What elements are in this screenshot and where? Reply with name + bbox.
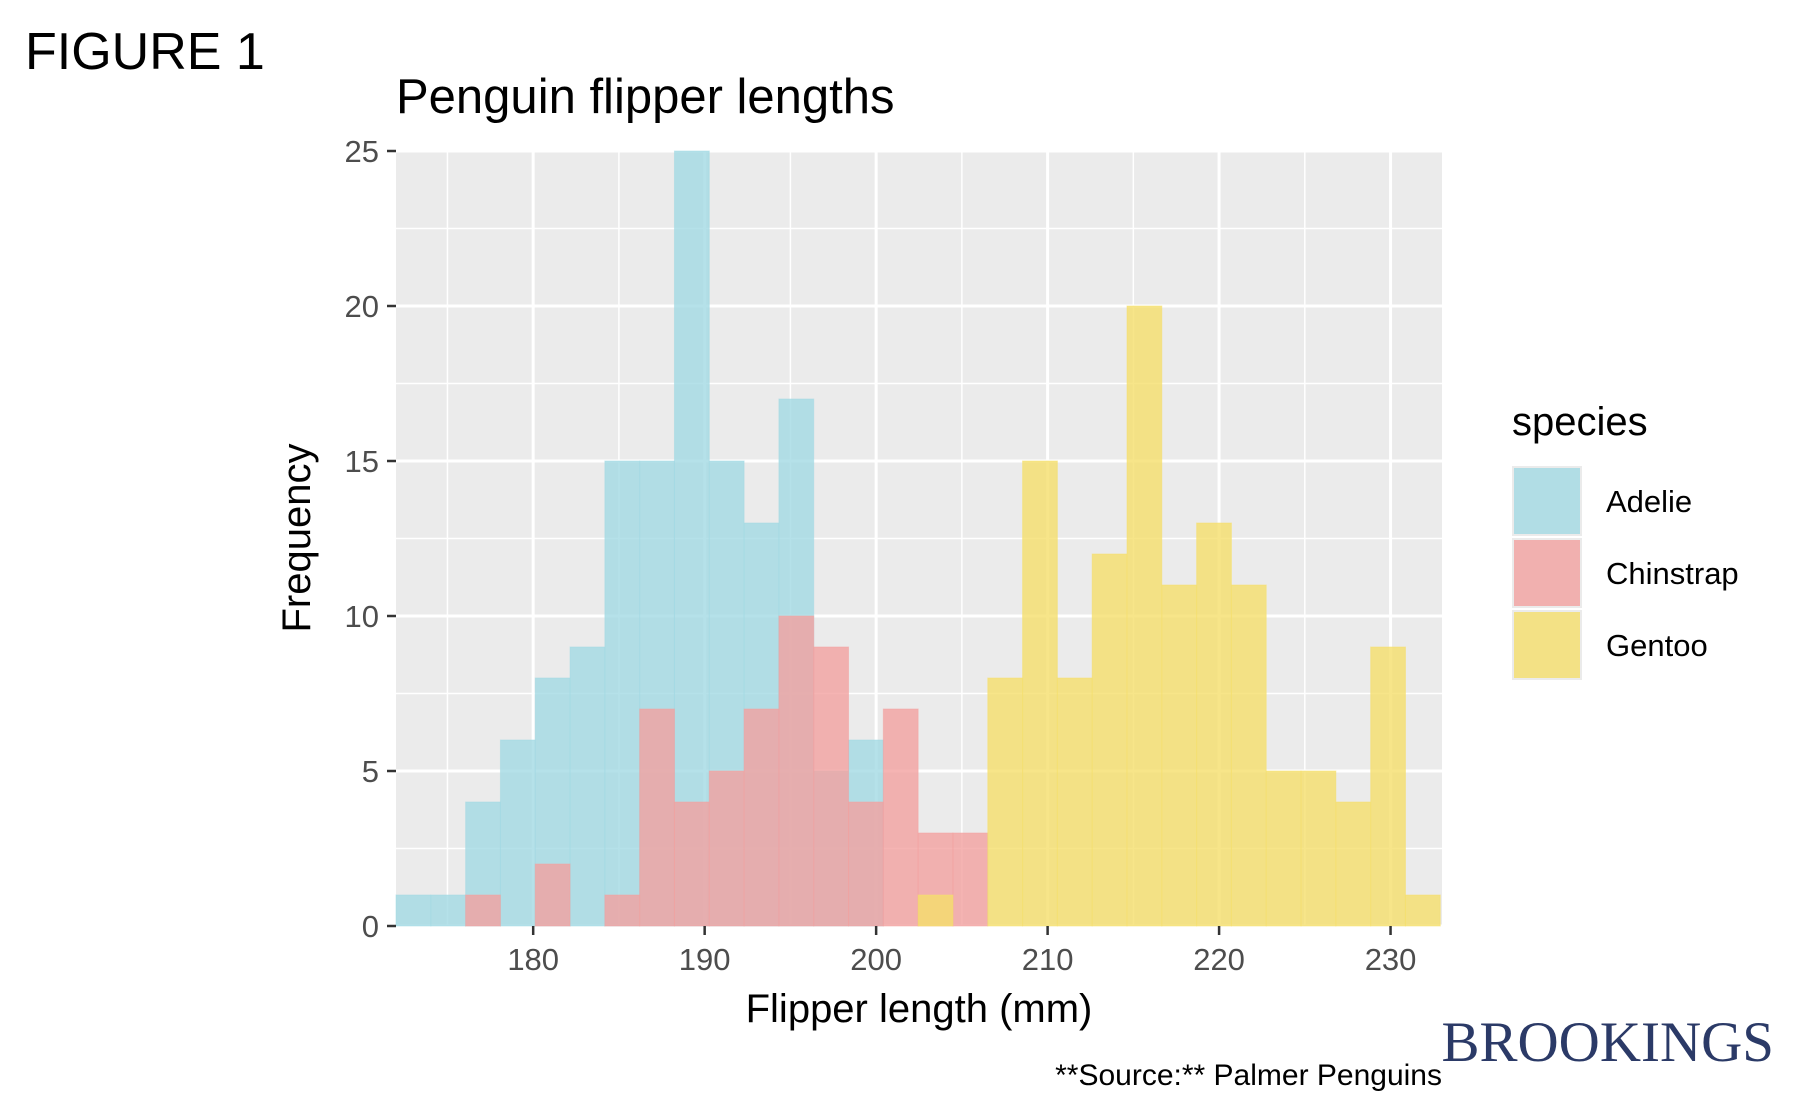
bar-gentoo [1265,770,1302,927]
bar-gentoo [1230,584,1267,927]
series-gentoo [917,305,1441,927]
x-tick-label: 230 [1365,942,1417,977]
x-axis-label: Flipper length (mm) [746,987,1093,1031]
bar-chinstrap [882,708,919,927]
x-tick-label: 180 [507,942,559,977]
x-axis: 180 190 200 210 220 230 [507,926,1416,977]
y-tick-label: 15 [345,444,379,479]
bar-gentoo [1404,894,1441,927]
bar-gentoo [1161,584,1198,927]
x-tick-label: 190 [679,942,731,977]
bar-gentoo [1022,460,1058,927]
bar-chinstrap [848,801,884,927]
bar-chinstrap [952,832,989,927]
bar-gentoo [987,677,1024,927]
bar-gentoo [1126,305,1163,927]
series-chinstrap [465,615,989,927]
y-axis-label: Frequency [275,444,319,633]
bar-gentoo [917,894,954,927]
legend-label-adelie: Adelie [1606,484,1692,519]
legend-swatch-gentoo [1514,612,1580,678]
bar-chinstrap [673,801,710,927]
bar-chinstrap [639,708,675,927]
chart-caption: **Source:** Palmer Penguins [1055,1059,1442,1092]
bar-gentoo [1196,522,1232,927]
legend: species Adelie Chinstrap Gentoo [1512,400,1739,680]
bar-gentoo [1091,553,1128,927]
x-tick-label: 200 [850,942,902,977]
bar-chinstrap [778,615,815,927]
bar-gentoo [1056,677,1093,927]
bar-gentoo [1335,801,1372,927]
bar-adelie [395,894,432,927]
legend-swatch-adelie [1514,468,1580,534]
bar-chinstrap [813,646,850,927]
bar-chinstrap [465,894,501,927]
bar-chinstrap [708,770,745,927]
bar-adelie [673,150,710,927]
bar-gentoo [1300,770,1337,927]
bar-adelie [569,646,606,927]
legend-label-chinstrap: Chinstrap [1606,556,1739,591]
legend-items: Adelie Chinstrap Gentoo [1512,466,1739,680]
bar-chinstrap [604,894,641,927]
brand-logo: BROOKINGS [1441,1011,1774,1074]
y-tick-label: 25 [345,134,379,169]
bar-chinstrap [534,863,571,927]
x-tick-label: 210 [1022,942,1074,977]
y-tick-label: 20 [345,289,379,324]
bar-adelie [499,739,536,927]
y-tick-label: 5 [362,754,379,789]
bar-gentoo [1370,646,1406,927]
legend-title: species [1512,400,1648,444]
chart-title: Penguin flipper lengths [396,70,895,124]
legend-label-gentoo: Gentoo [1606,628,1708,663]
bar-adelie [430,894,467,927]
figure-label: FIGURE 1 [25,23,265,81]
y-axis: 0 5 10 15 20 25 [345,134,396,944]
histogram-bars [395,150,1441,927]
legend-swatch-chinstrap [1514,540,1580,606]
y-tick-label: 10 [345,599,379,634]
x-tick-label: 220 [1193,942,1245,977]
y-tick-label: 0 [362,909,379,944]
bar-adelie [604,460,641,927]
bar-chinstrap [743,708,780,927]
